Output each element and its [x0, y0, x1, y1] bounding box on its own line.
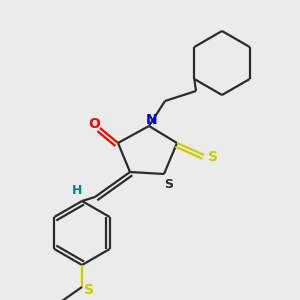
Text: S: S — [164, 178, 173, 190]
Text: N: N — [146, 113, 158, 127]
Text: H: H — [72, 184, 82, 196]
Text: O: O — [88, 117, 100, 131]
Text: S: S — [208, 150, 218, 164]
Text: S: S — [84, 283, 94, 297]
